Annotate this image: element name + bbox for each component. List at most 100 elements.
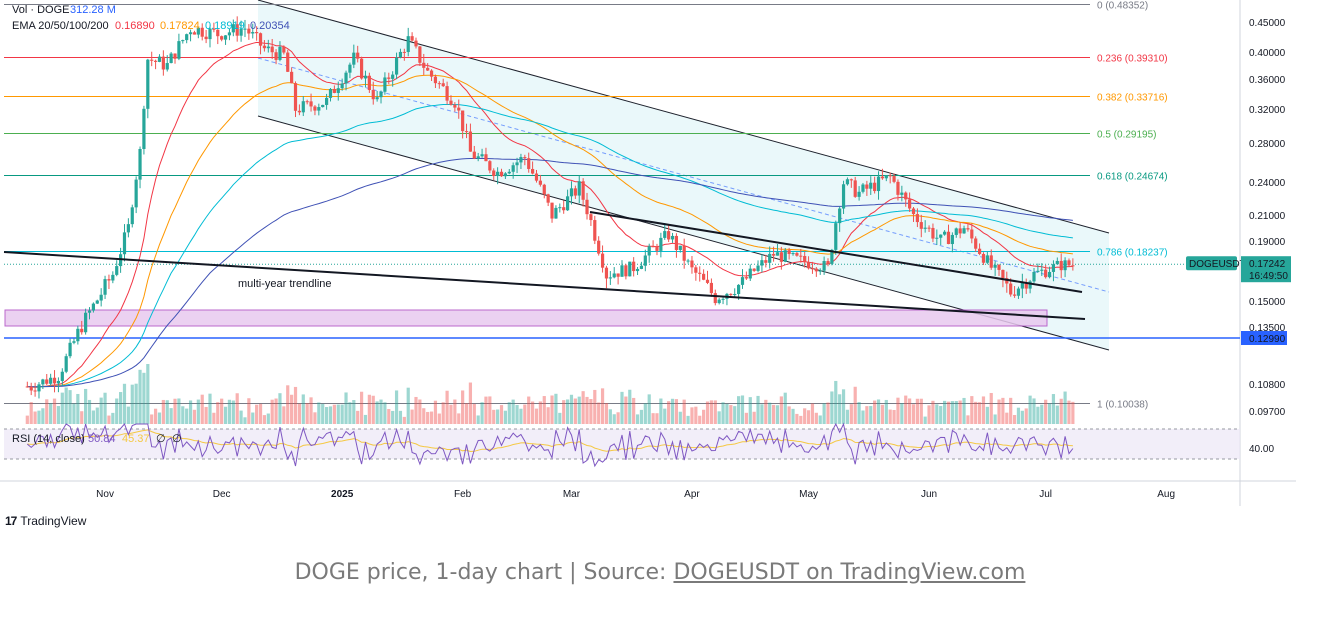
candle-body	[888, 175, 892, 177]
candle-body	[523, 157, 527, 159]
rsi-tick: 40.00	[1249, 444, 1274, 455]
volume-bar	[212, 412, 216, 424]
volume-bar	[45, 399, 49, 424]
ema-100-line	[27, 104, 1073, 388]
candle-body	[150, 59, 154, 61]
figure-caption: DOGE price, 1-day chart | Source: DOGEUS…	[0, 560, 1320, 585]
volume-bar	[904, 395, 908, 424]
candle-body	[161, 56, 165, 70]
volume-bar	[68, 390, 72, 424]
candle-body	[464, 131, 469, 133]
volume-bar	[321, 403, 325, 424]
candle-body	[1032, 271, 1036, 282]
symbol-box	[1186, 256, 1237, 271]
candle-body	[803, 256, 807, 263]
candle-body	[608, 277, 612, 279]
volume-bar	[857, 402, 861, 424]
ema-20-line	[27, 41, 1073, 388]
candle-body	[531, 168, 535, 174]
time-tick-4: Mar	[563, 489, 581, 500]
candle-body	[1009, 283, 1013, 295]
volume-bar	[138, 369, 142, 424]
price-tick-12: 0.10800	[1249, 380, 1286, 391]
candle-body	[60, 371, 64, 381]
candle-body	[270, 46, 274, 53]
ema-lines	[27, 41, 1073, 388]
volume-bar	[880, 404, 885, 424]
candles	[25, 16, 1075, 399]
price-tick-7: 0.19000	[1249, 237, 1286, 248]
candle-body	[72, 341, 76, 343]
candle-body	[441, 83, 445, 87]
volume-bar	[363, 414, 368, 424]
fib-label-2: 0.382 (0.33716)	[1097, 93, 1168, 104]
volume-bar	[1032, 398, 1036, 424]
candle-body	[546, 194, 550, 203]
price-tick-9: 0.15000	[1249, 297, 1286, 308]
candle-body	[352, 52, 356, 65]
volume-bar	[834, 380, 838, 424]
candle-body	[422, 62, 426, 68]
trendlines: multi-year trendline	[3, 211, 1086, 320]
volume-bar	[593, 389, 597, 424]
caption-text: DOGE price, 1-day chart | Source:	[294, 560, 674, 585]
candle-body	[873, 182, 877, 192]
candle-body	[884, 175, 888, 179]
candle-body	[64, 356, 68, 372]
volume-bar	[756, 395, 760, 424]
volume-bar	[449, 404, 453, 424]
candle-body	[632, 261, 636, 272]
candle-body	[76, 328, 80, 342]
candle-body	[379, 91, 383, 98]
time-tick-0: Nov	[96, 489, 114, 500]
volume-bar	[457, 413, 461, 424]
price-chart[interactable]: 0 (0.48352) 0.236 (0.39310) 0.382 (0.33716…	[0, 0, 1320, 540]
volume-bar	[538, 401, 542, 424]
candle-body	[985, 255, 989, 263]
volume-bar	[247, 398, 251, 424]
volume-bar	[317, 402, 321, 424]
volume-bar	[426, 411, 430, 424]
volume-bar	[414, 396, 418, 424]
ema-value-1: 0.17824	[160, 20, 200, 32]
volume-bar	[962, 397, 966, 424]
candle-body	[581, 181, 585, 200]
candle-body	[1001, 269, 1005, 279]
rsi-value: 50.84	[88, 433, 116, 445]
volume-bar	[325, 407, 329, 424]
volume-bar	[181, 406, 185, 424]
multi-year-trendline	[3, 251, 1086, 320]
candle-body	[247, 28, 251, 34]
current-price-box	[1241, 256, 1291, 283]
volume-bar	[119, 392, 123, 424]
candle-body	[433, 76, 438, 84]
volume-bar	[344, 392, 348, 424]
candle-body	[406, 36, 410, 53]
candle-body	[737, 284, 741, 295]
volume-bars	[25, 364, 1075, 424]
candle-body	[760, 260, 764, 266]
volume-bar	[223, 406, 228, 424]
volume-bar	[200, 394, 204, 424]
candle-body	[130, 207, 134, 225]
candle-body	[138, 149, 142, 180]
volume-bar	[262, 415, 267, 424]
volume-bar	[977, 402, 982, 424]
volume-bar	[91, 410, 95, 424]
caption-source-link[interactable]: DOGEUSDT on TradingView.com	[673, 560, 1026, 585]
volume-bar	[25, 415, 29, 424]
volume-bar	[768, 402, 772, 424]
local-trendline	[589, 211, 1083, 293]
candle-body	[410, 36, 414, 41]
ema-50-line	[27, 74, 1073, 388]
volume-bar	[464, 403, 469, 424]
candle-body	[391, 74, 395, 79]
candle-body	[317, 107, 321, 111]
candle-body	[192, 32, 197, 35]
volume-bar	[122, 383, 127, 424]
candle-body	[748, 268, 752, 279]
candle-body	[414, 40, 418, 47]
tradingview-logo: 17 TradingView	[5, 514, 86, 528]
volume-bar	[771, 404, 776, 424]
time-tick-2: 2025	[331, 489, 354, 500]
